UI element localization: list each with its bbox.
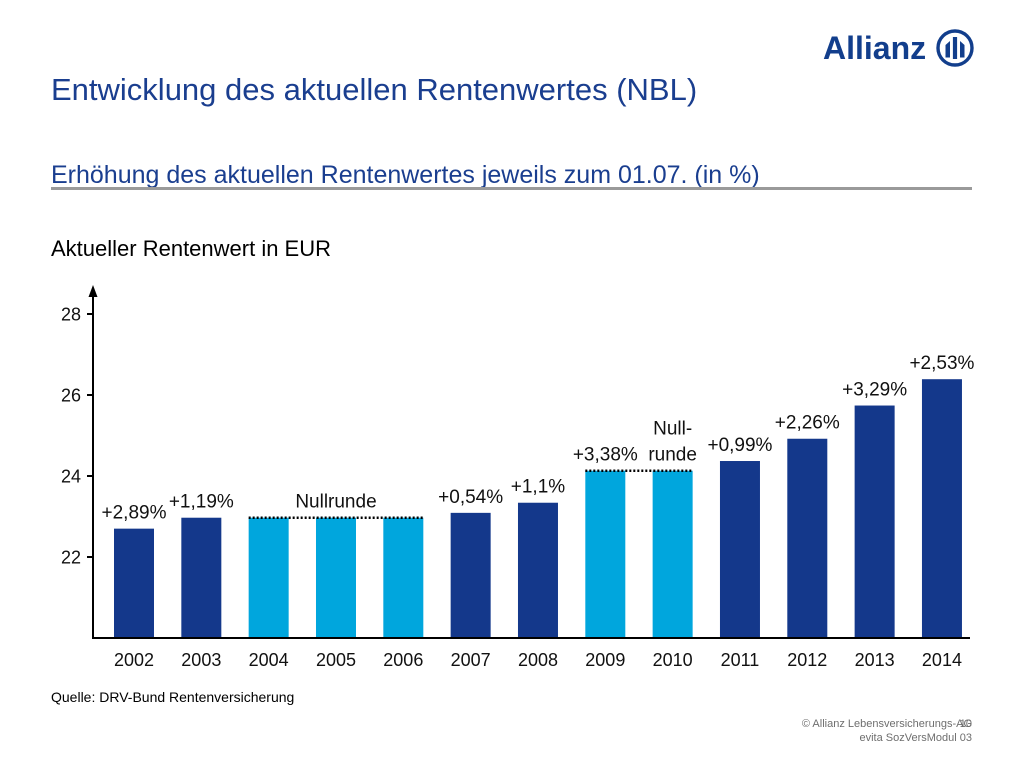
bar-2014 [921,379,962,638]
data-label: +0,54% [438,487,503,508]
data-label: +3,38% [573,445,638,466]
x-tick-label: 2007 [451,650,491,670]
x-tick-label: 2005 [316,650,356,670]
x-tick-labels: 2002 2003 2004 2005 2006 2007 2008 2009 2010 2011… [114,650,962,670]
y-tick-label: 22 [61,548,81,568]
x-tick-label: 2009 [585,650,625,670]
logo-right-pillar [960,41,965,58]
data-label: +3,29% [842,380,907,401]
nullrunde-label: runde [648,445,697,466]
x-tick-label: 2003 [181,650,221,670]
logo-ring [936,29,974,67]
data-label: +2,53% [909,353,974,374]
x-tick-label: 2004 [249,650,289,670]
footer-copyright: © Allianz Lebensversicherungs-AG [801,718,972,730]
bar-2004 [248,517,289,638]
level-lines [248,469,693,519]
axes: 22 24 26 28 [61,285,970,639]
bar-2008 [517,502,558,638]
nullrunde-label: Nullrunde [295,492,376,513]
logo-left-pillar [945,41,950,58]
bar-2005 [315,517,356,638]
y-tick-label: 26 [61,386,81,406]
x-tick-label: 2011 [721,650,760,670]
y-tick-label: 28 [61,305,81,325]
data-label: +0,99% [707,435,772,456]
data-label: +2,26% [775,413,840,434]
data-label: +2,89% [102,503,167,524]
x-tick-label: 2002 [114,650,154,670]
bar-2013 [854,405,895,638]
x-tick-label: 2013 [855,650,895,670]
x-tick-label: 2014 [922,650,962,670]
y-tick-label: 24 [61,467,81,487]
bars [114,379,962,638]
page-title: Entwicklung des aktuellen Rentenwertes (… [51,72,698,107]
bar-2011 [719,461,760,638]
bar-2007 [450,512,491,638]
y-axis-arrow [88,285,98,297]
bar-chart: +2,89%+1,19% +0,54% +1,1% +3,38% +0,99%+2,26… [61,285,975,670]
page-subtitle: Erhöhung des aktuellen Rentenwertes jewe… [51,161,760,189]
allianz-logo-icon [936,29,974,67]
bar-2010 [652,470,693,638]
subtitle-divider [51,187,972,190]
bar-2002 [114,528,154,638]
x-tick-label: 2012 [787,650,827,670]
data-labels: +2,89%+1,19% +0,54% +1,1% +3,38% +0,99%+2,26… [102,353,975,523]
data-label: +1,1% [511,477,566,498]
logo-center-pillar [952,37,958,59]
bar-2012 [787,438,828,638]
footer-module: evita SozVersModul 03 [859,732,972,744]
data-label: +1,19% [169,492,234,513]
x-tick-label: 2006 [383,650,423,670]
page-number: 10 [959,718,972,730]
bar-2009 [585,470,626,638]
source-note: Quelle: DRV-Bund Rentenversicherung [51,689,295,705]
allianz-logo-wordmark: Allianz [823,30,927,66]
x-tick-label: 2010 [653,650,693,670]
footer: © Allianz Lebensversicherungs-AG evita S… [802,717,972,745]
bar-2006 [383,517,424,638]
bar-2003 [181,517,222,638]
nullrunde-label: Null- [653,419,692,440]
x-tick-label: 2008 [518,650,558,670]
y-axis-label: Aktueller Rentenwert in EUR [51,236,332,261]
